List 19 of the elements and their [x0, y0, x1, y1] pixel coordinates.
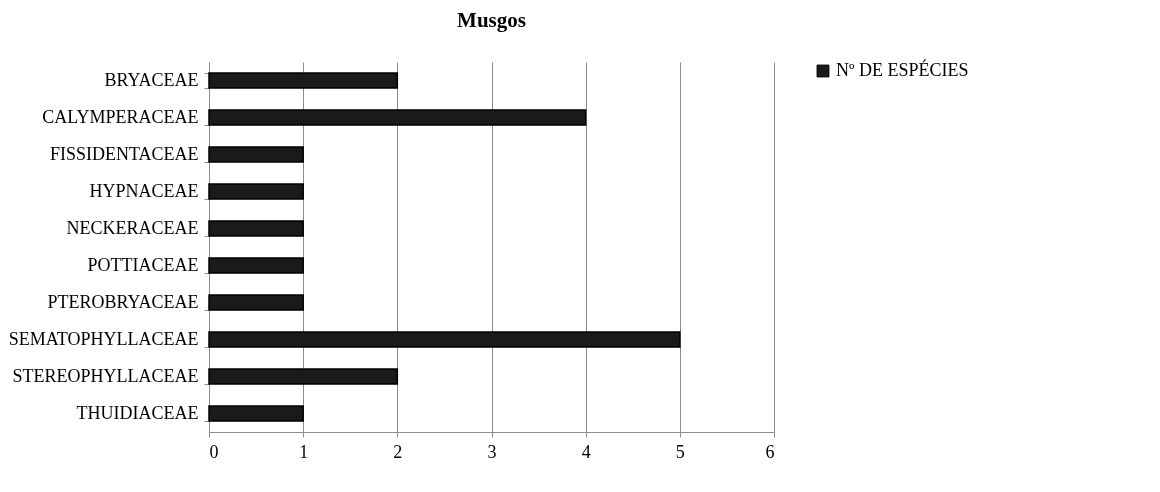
y-tick-label: STEREOPHYLLACEAE [12, 366, 199, 386]
y-tick-label: HYPNACEAE [89, 181, 199, 201]
y-tick-label: CALYMPERACEAE [42, 107, 199, 127]
y-tick-label: BRYACEAE [104, 70, 199, 90]
y-tick-label: PTEROBRYACEAE [47, 292, 199, 312]
y-tick-label: SEMATOPHYLLACEAE [8, 329, 199, 349]
legend-label: Nº DE ESPÉCIES [836, 59, 969, 80]
y-tick-label: THUIDIACEAE [76, 403, 199, 423]
x-tick-label: 1 [299, 441, 309, 462]
x-tick-label: 6 [765, 441, 775, 462]
x-tick-label: 3 [487, 441, 497, 462]
x-tick-label: 0 [209, 441, 219, 462]
x-tick-label: 5 [675, 441, 685, 462]
x-tick-label: 4 [581, 441, 591, 462]
x-tick-label: 2 [393, 441, 403, 462]
y-tick-label: POTTIACEAE [87, 255, 199, 275]
chart-title: Musgos [457, 8, 526, 32]
y-tick-label: FISSIDENTACEAE [49, 144, 199, 164]
y-tick-label: NECKERACEAE [66, 218, 199, 238]
